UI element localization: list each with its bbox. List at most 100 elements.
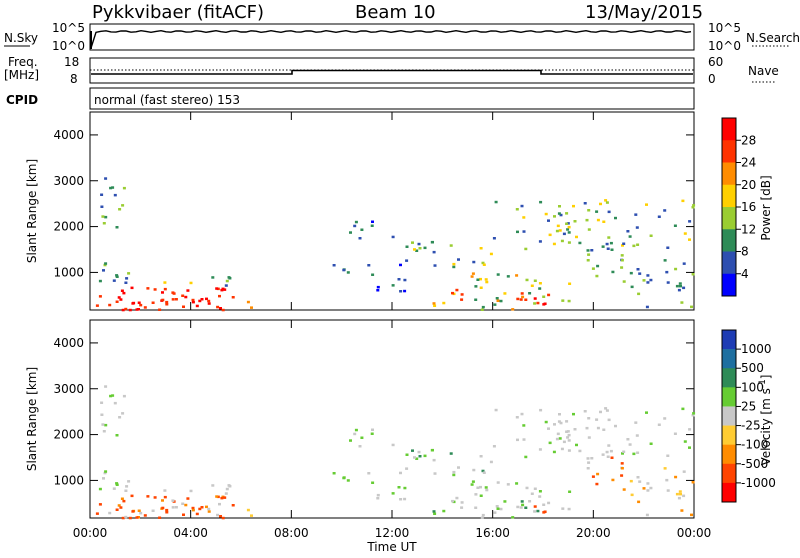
data-cell: [567, 241, 571, 244]
data-cell: [680, 509, 684, 512]
colorbar-swatch: [722, 118, 736, 141]
data-cell: [674, 475, 678, 479]
data-cell: [561, 507, 565, 510]
data-cell: [452, 473, 456, 477]
data-cell: [601, 245, 605, 248]
power-panel-frame: [89, 111, 695, 311]
data-cell: [460, 298, 464, 301]
data-cell: [418, 455, 422, 458]
data-cell: [692, 204, 696, 207]
data-cell: [376, 285, 380, 289]
data-cell: [520, 412, 524, 416]
data-cell: [115, 275, 119, 278]
data-cell: [657, 215, 661, 218]
data-cell: [626, 438, 630, 441]
data-cell: [481, 305, 485, 309]
data-cell: [602, 428, 606, 431]
data-cell: [599, 410, 602, 414]
data-cell: [128, 308, 132, 312]
data-cell: [158, 516, 162, 519]
data-cell: [566, 222, 570, 225]
data-cell: [174, 298, 178, 301]
data-cell: [492, 445, 496, 448]
data-cell: [225, 279, 229, 283]
data-cell: [536, 301, 540, 305]
data-cell: [586, 467, 590, 470]
data-cell: [637, 292, 641, 296]
data-cell: [557, 212, 561, 215]
data-cell: [542, 303, 546, 306]
data-cell: [346, 479, 350, 482]
colorbar-tick-label: 100: [741, 380, 764, 394]
data-cell: [221, 516, 225, 520]
data-cell: [115, 483, 119, 486]
data-cell: [566, 436, 570, 439]
data-cell: [675, 284, 679, 288]
colorbar-tick-label: 500: [741, 361, 764, 375]
data-cell: [636, 451, 640, 454]
nsearch-label: N.Search: [746, 31, 800, 45]
xtick-label: 08:00: [274, 526, 309, 540]
data-cell: [451, 499, 454, 503]
data-cell: [112, 279, 116, 282]
data-cell: [474, 493, 478, 496]
data-cell: [115, 274, 119, 277]
data-cell: [143, 306, 147, 309]
data-cell: [538, 448, 542, 451]
data-cell: [629, 479, 633, 483]
data-cell: [124, 281, 128, 284]
data-cell: [596, 264, 600, 268]
data-cell: [645, 305, 649, 309]
data-cell: [403, 289, 407, 293]
colorbar-swatch: [722, 482, 736, 503]
data-cell: [610, 456, 614, 459]
data-cell: [547, 219, 550, 222]
data-cell: [102, 477, 105, 480]
data-cell: [547, 293, 551, 297]
data-cell: [118, 208, 122, 211]
data-cell: [103, 471, 107, 475]
colorbar-swatch: [722, 273, 736, 297]
data-cell: [143, 514, 147, 517]
data-cell: [605, 409, 609, 412]
data-cell: [558, 205, 561, 208]
data-cell: [692, 412, 696, 415]
data-cell: [163, 489, 167, 492]
data-cell: [511, 516, 515, 519]
data-cell: [137, 509, 141, 512]
data-cell: [403, 497, 407, 501]
data-cell: [622, 450, 626, 453]
data-cell: [460, 293, 464, 296]
data-cell: [587, 417, 591, 420]
data-cell: [528, 500, 532, 503]
data-cell: [452, 265, 456, 269]
data-cell: [371, 428, 374, 431]
data-cell: [688, 220, 692, 223]
velocity-panel-frame: [89, 319, 695, 519]
nsearch-tick-top: 10^5: [708, 21, 741, 35]
data-cell: [127, 480, 131, 483]
data-cell: [471, 272, 475, 275]
colorbar-swatch: [722, 330, 736, 350]
data-cell: [98, 295, 102, 298]
colorbar-swatch: [722, 387, 736, 407]
data-cell: [519, 298, 523, 301]
data-cell: [417, 242, 421, 246]
data-cell: [218, 502, 221, 506]
data-cell: [104, 470, 108, 473]
data-cell: [565, 212, 569, 215]
data-cell: [565, 420, 569, 423]
data-cell: [542, 511, 546, 514]
data-cell: [405, 245, 409, 248]
colorbar-swatch: [722, 444, 736, 465]
data-cell: [494, 408, 498, 412]
data-cell: [524, 506, 528, 509]
data-cell: [423, 246, 427, 250]
velocity-colorbar-label: Velocity [m s-1]: [758, 375, 773, 466]
data-cell: [591, 267, 595, 270]
data-cell: [403, 278, 407, 282]
data-cell: [113, 193, 117, 197]
sky-noise-panel: [89, 23, 695, 51]
data-cell: [101, 423, 105, 426]
data-cell: [533, 302, 537, 305]
